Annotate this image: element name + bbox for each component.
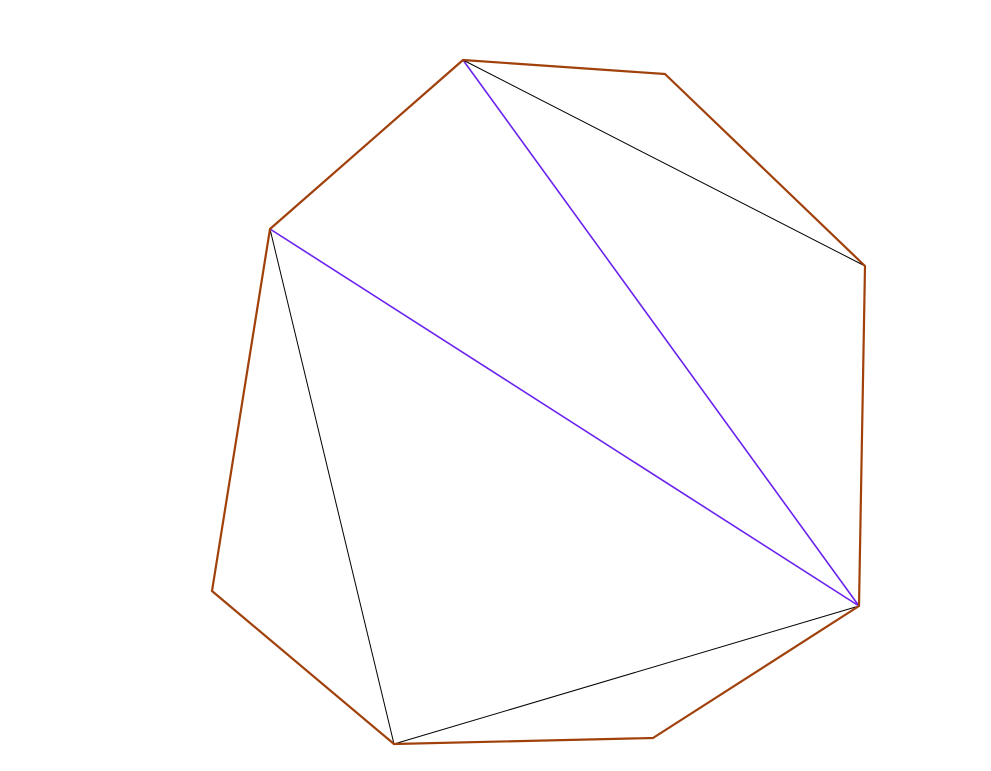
diagonal-top-to-right — [462, 59, 866, 267]
octagon-outline — [210, 58, 867, 746]
shaded-triangle — [269, 59, 860, 607]
diagonal-bottom-to-lower-right — [393, 605, 860, 745]
diagonals-group — [269, 59, 866, 745]
diagonal-upper-left-to-bottom — [269, 228, 395, 745]
